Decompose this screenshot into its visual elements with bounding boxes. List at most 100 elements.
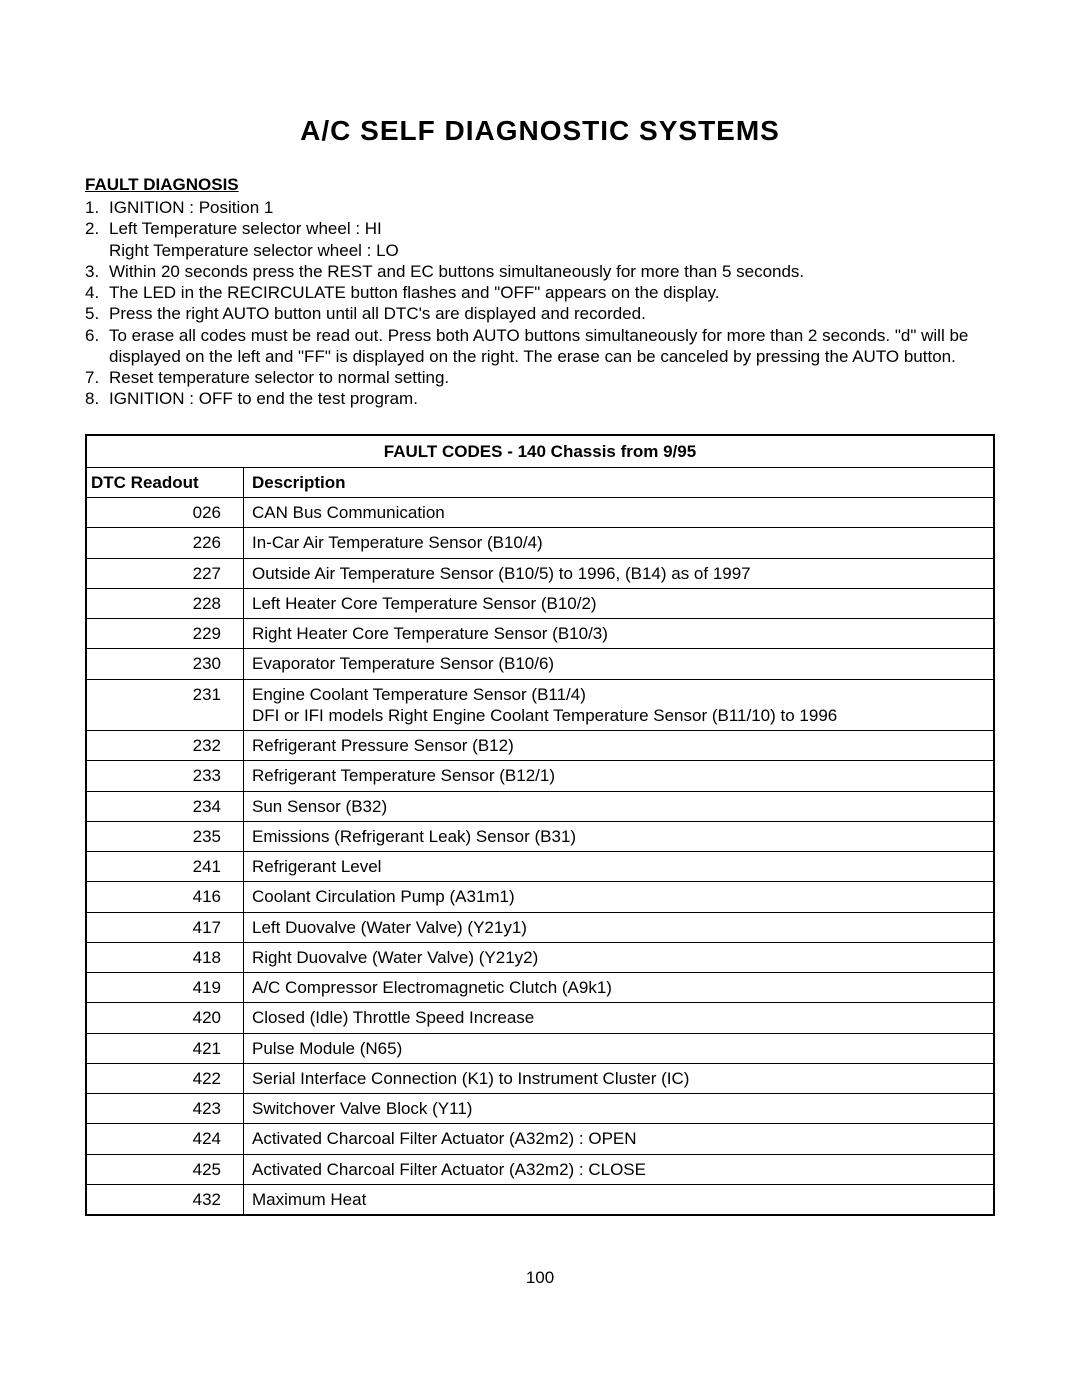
description-cell: A/C Compressor Electromagnetic Clutch (A… [244,973,995,1003]
dtc-code-cell: 423 [86,1094,244,1124]
step-number: 7. [85,367,109,388]
table-row: 229Right Heater Core Temperature Sensor … [86,619,994,649]
dtc-code-cell: 232 [86,731,244,761]
step-text: Reset temperature selector to normal set… [109,367,995,388]
dtc-code-cell: 418 [86,942,244,972]
table-row: 420Closed (Idle) Throttle Speed Increase [86,1003,994,1033]
table-row: 230Evaporator Temperature Sensor (B10/6) [86,649,994,679]
description-cell: Sun Sensor (B32) [244,791,995,821]
step-number: 1. [85,197,109,218]
table-row: 227Outside Air Temperature Sensor (B10/5… [86,558,994,588]
dtc-code-cell: 026 [86,498,244,528]
table-row: 417Left Duovalve (Water Valve) (Y21y1) [86,912,994,942]
step-number: 8. [85,388,109,409]
table-row: 231Engine Coolant Temperature Sensor (B1… [86,679,994,731]
step-text: Left Temperature selector wheel : HI [109,218,995,239]
table-row: 419A/C Compressor Electromagnetic Clutch… [86,973,994,1003]
table-row: 228Left Heater Core Temperature Sensor (… [86,588,994,618]
step-number: 3. [85,261,109,282]
step-text: IGNITION : OFF to end the test program. [109,388,995,409]
diagnosis-step: 7.Reset temperature selector to normal s… [85,367,995,388]
table-row: 235Emissions (Refrigerant Leak) Sensor (… [86,821,994,851]
page-title: A/C SELF DIAGNOSTIC SYSTEMS [85,115,995,147]
description-cell: Engine Coolant Temperature Sensor (B11/4… [244,679,995,731]
description-cell: In-Car Air Temperature Sensor (B10/4) [244,528,995,558]
diagnosis-step: Right Temperature selector wheel : LO [85,240,995,261]
description-cell: Closed (Idle) Throttle Speed Increase [244,1003,995,1033]
description-cell: Serial Interface Connection (K1) to Inst… [244,1063,995,1093]
table-row: 026CAN Bus Communication [86,498,994,528]
table-row: 416Coolant Circulation Pump (A31m1) [86,882,994,912]
diagnosis-step: 3.Within 20 seconds press the REST and E… [85,261,995,282]
column-header-dtc: DTC Readout [86,467,244,497]
description-cell: Refrigerant Temperature Sensor (B12/1) [244,761,995,791]
table-row: 234Sun Sensor (B32) [86,791,994,821]
description-cell: Right Duovalve (Water Valve) (Y21y2) [244,942,995,972]
table-row: 418Right Duovalve (Water Valve) (Y21y2) [86,942,994,972]
dtc-code-cell: 241 [86,852,244,882]
dtc-code-cell: 226 [86,528,244,558]
step-text: Right Temperature selector wheel : LO [109,240,995,261]
dtc-code-cell: 229 [86,619,244,649]
table-row: 424Activated Charcoal Filter Actuator (A… [86,1124,994,1154]
table-row: 421Pulse Module (N65) [86,1033,994,1063]
diagnosis-step: 4.The LED in the RECIRCULATE button flas… [85,282,995,303]
table-caption: FAULT CODES - 140 Chassis from 9/95 [86,435,994,468]
description-cell: Activated Charcoal Filter Actuator (A32m… [244,1124,995,1154]
diagnosis-step: 6.To erase all codes must be read out. P… [85,325,995,368]
table-row: 422Serial Interface Connection (K1) to I… [86,1063,994,1093]
dtc-code-cell: 417 [86,912,244,942]
diagnosis-step: 5.Press the right AUTO button until all … [85,303,995,324]
table-row: 432Maximum Heat [86,1184,994,1215]
step-text: To erase all codes must be read out. Pre… [109,325,995,368]
description-cell: Outside Air Temperature Sensor (B10/5) t… [244,558,995,588]
dtc-code-cell: 233 [86,761,244,791]
dtc-code-cell: 421 [86,1033,244,1063]
description-cell: Pulse Module (N65) [244,1033,995,1063]
table-row: 241Refrigerant Level [86,852,994,882]
description-cell: Emissions (Refrigerant Leak) Sensor (B31… [244,821,995,851]
dtc-code-cell: 432 [86,1184,244,1215]
description-cell: Evaporator Temperature Sensor (B10/6) [244,649,995,679]
page-container: A/C SELF DIAGNOSTIC SYSTEMS FAULT DIAGNO… [0,0,1080,1328]
step-number: 6. [85,325,109,368]
description-cell: Left Heater Core Temperature Sensor (B10… [244,588,995,618]
dtc-code-cell: 424 [86,1124,244,1154]
dtc-code-cell: 231 [86,679,244,731]
step-text: Within 20 seconds press the REST and EC … [109,261,995,282]
description-cell: Refrigerant Level [244,852,995,882]
diagnosis-step: 8.IGNITION : OFF to end the test program… [85,388,995,409]
dtc-code-cell: 425 [86,1154,244,1184]
step-number: 5. [85,303,109,324]
column-header-description: Description [244,467,995,497]
table-row: 423Switchover Valve Block (Y11) [86,1094,994,1124]
page-number: 100 [85,1268,995,1288]
table-row: 226In-Car Air Temperature Sensor (B10/4) [86,528,994,558]
step-text: Press the right AUTO button until all DT… [109,303,995,324]
dtc-code-cell: 420 [86,1003,244,1033]
fault-codes-table: FAULT CODES - 140 Chassis from 9/95 DTC … [85,434,995,1217]
fault-diagnosis-header: FAULT DIAGNOSIS [85,175,995,195]
step-number: 4. [85,282,109,303]
diagnosis-steps-list: 1.IGNITION : Position 12.Left Temperatur… [85,197,995,410]
dtc-code-cell: 235 [86,821,244,851]
dtc-code-cell: 419 [86,973,244,1003]
diagnosis-step: 1.IGNITION : Position 1 [85,197,995,218]
step-text: The LED in the RECIRCULATE button flashe… [109,282,995,303]
description-cell: Coolant Circulation Pump (A31m1) [244,882,995,912]
description-cell: CAN Bus Communication [244,498,995,528]
step-number: 2. [85,218,109,239]
dtc-code-cell: 234 [86,791,244,821]
table-row: 233Refrigerant Temperature Sensor (B12/1… [86,761,994,791]
description-cell: Refrigerant Pressure Sensor (B12) [244,731,995,761]
step-number [85,240,109,261]
fault-codes-body: 026CAN Bus Communication226In-Car Air Te… [86,498,994,1216]
description-cell: Left Duovalve (Water Valve) (Y21y1) [244,912,995,942]
dtc-code-cell: 416 [86,882,244,912]
dtc-code-cell: 422 [86,1063,244,1093]
step-text: IGNITION : Position 1 [109,197,995,218]
description-cell: Maximum Heat [244,1184,995,1215]
description-cell: Activated Charcoal Filter Actuator (A32m… [244,1154,995,1184]
dtc-code-cell: 228 [86,588,244,618]
dtc-code-cell: 230 [86,649,244,679]
